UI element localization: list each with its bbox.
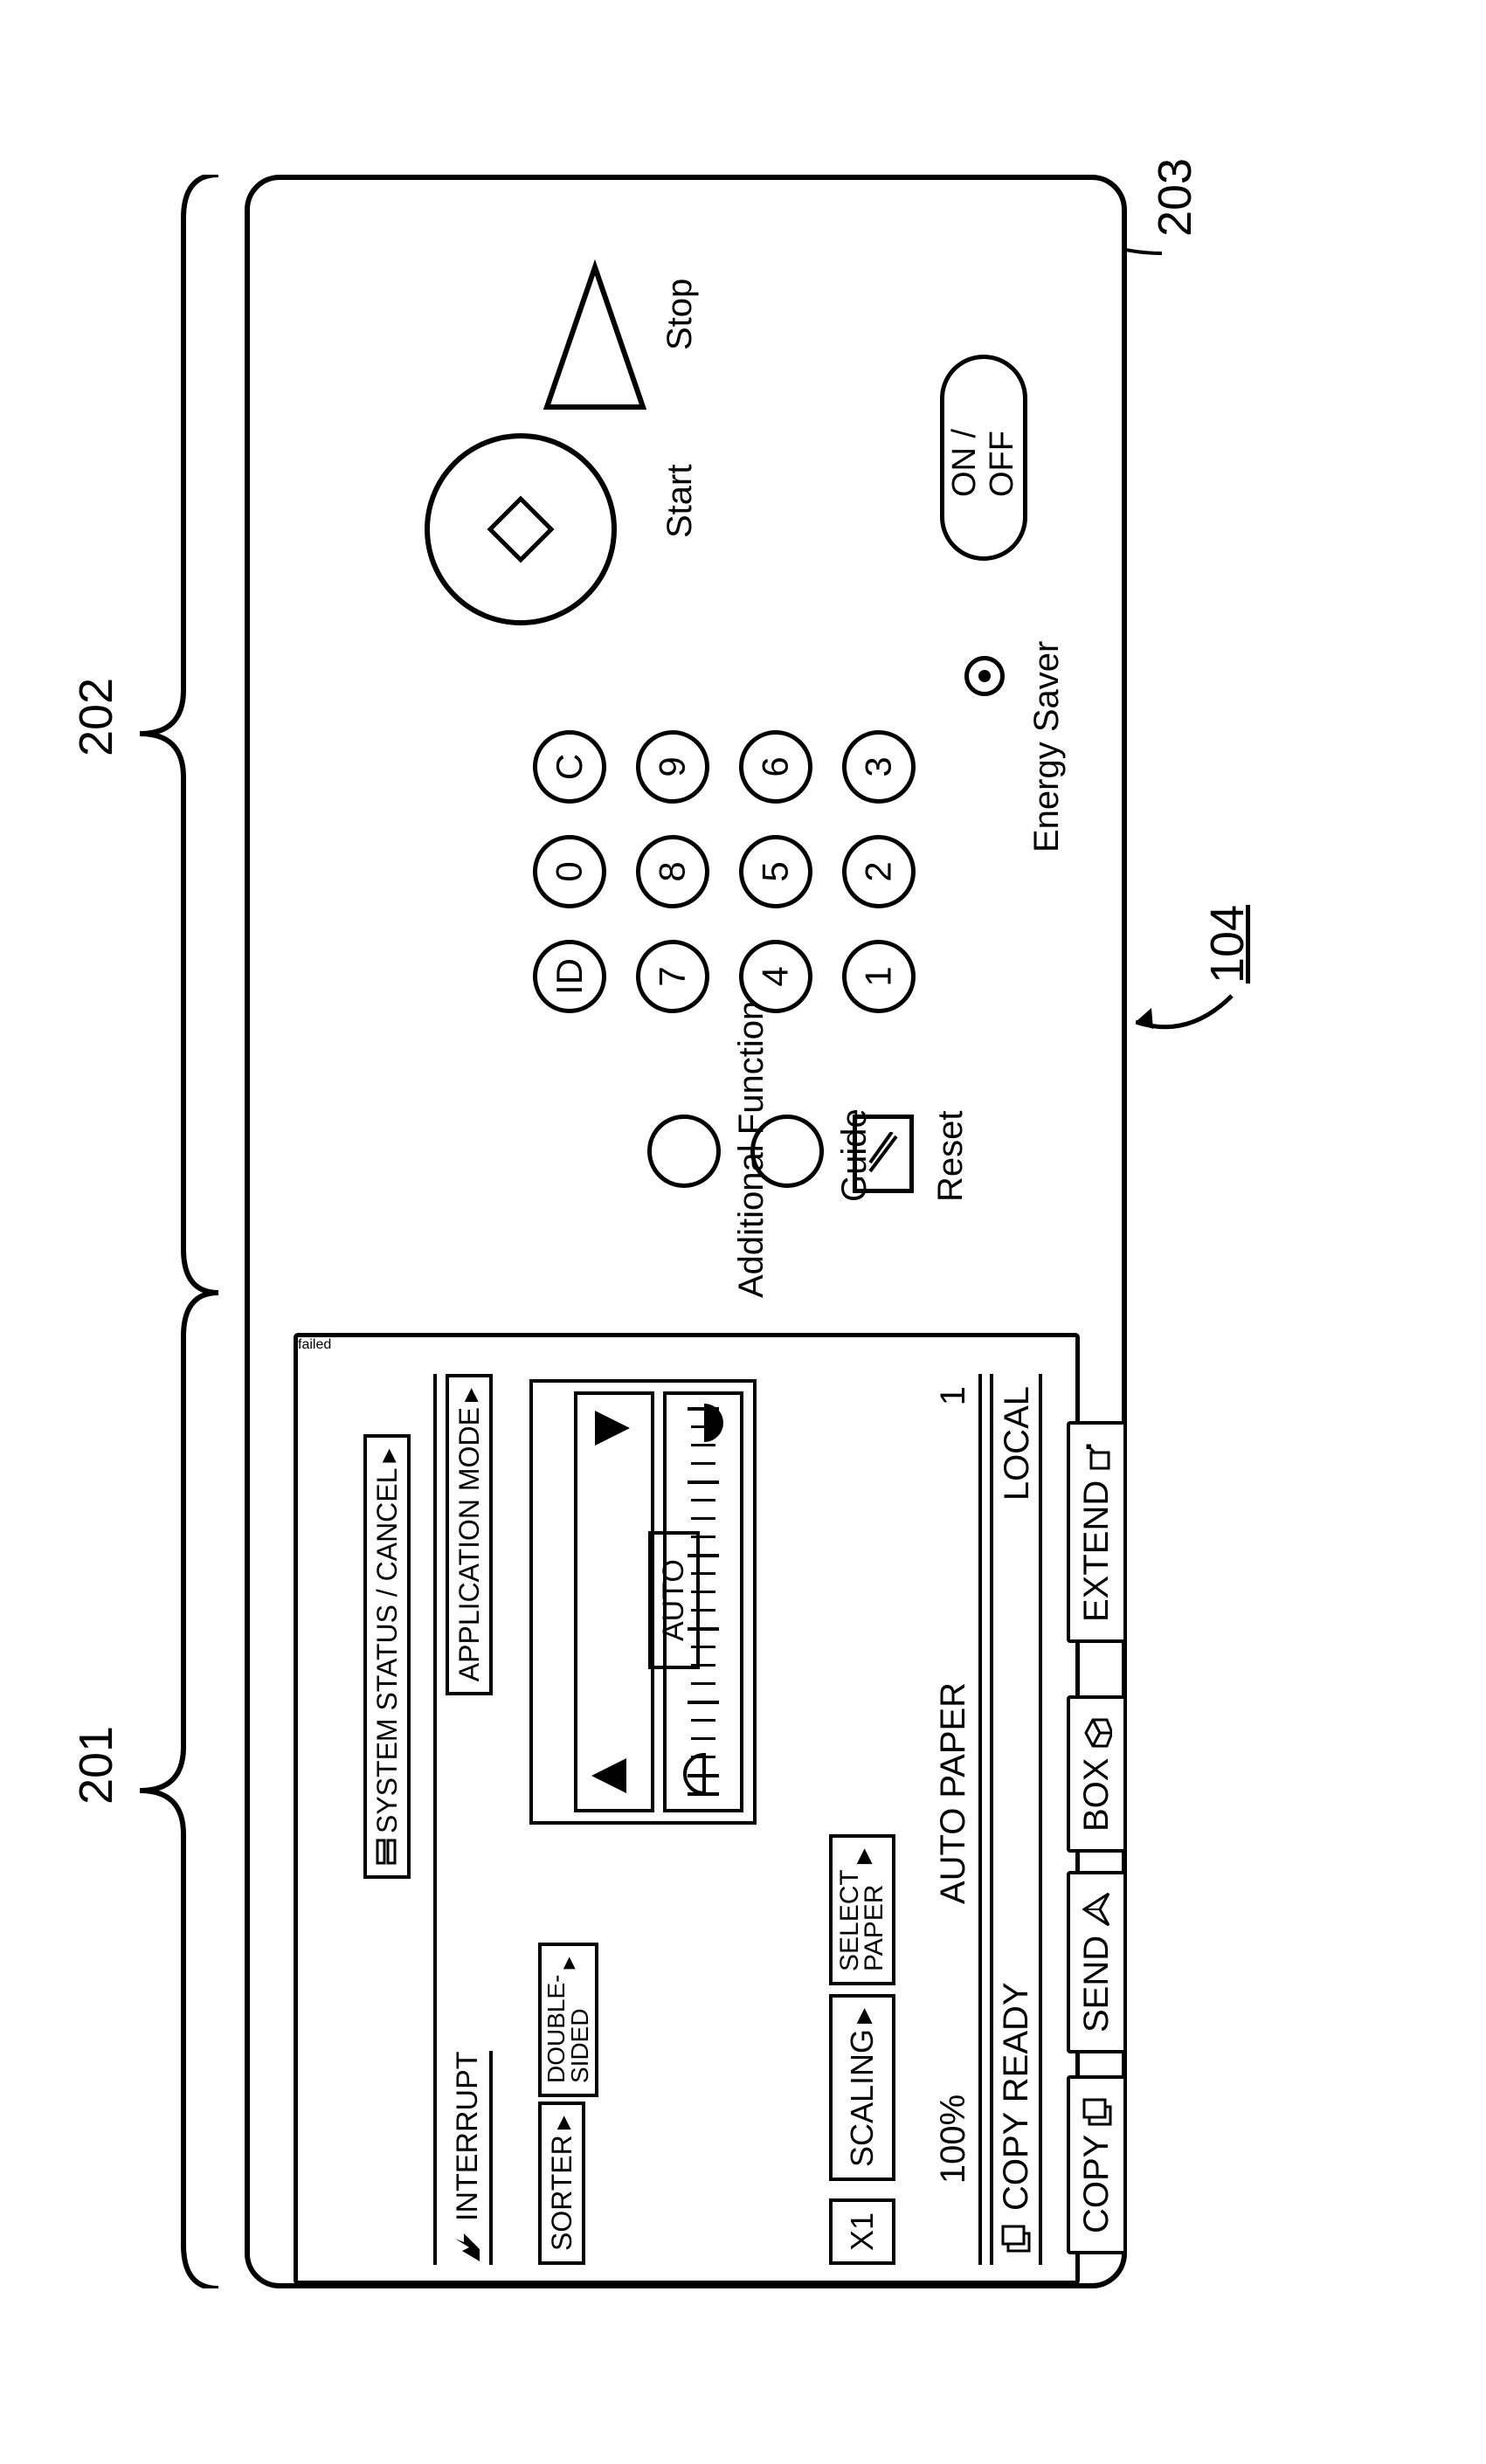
energy-saver-led	[964, 656, 1005, 696]
chevron-right-icon: ▸	[370, 1449, 404, 1463]
ref-203: 203	[1148, 158, 1202, 237]
system-status-button[interactable]: SYSTEM STATUS / CANCEL ▸	[363, 1435, 411, 1880]
onoff-button[interactable]: ON / OFF	[940, 355, 1027, 561]
key-c[interactable]: C	[533, 730, 606, 804]
key-5[interactable]: 5	[739, 835, 812, 908]
onoff-label: ON / OFF	[946, 418, 1021, 497]
chevron-right-icon: ▸	[847, 1848, 877, 1864]
local-label: LOCAL	[998, 1386, 1034, 1501]
tab-box[interactable]: BOX	[1067, 1695, 1127, 1853]
lcd-screen: COPY SEND BOX EXTEND	[294, 1333, 1080, 2285]
copy-icon	[1082, 2096, 1112, 2126]
density-down-icon[interactable]	[584, 1748, 640, 1804]
copy-ready-icon	[1001, 2223, 1031, 2253]
key-7[interactable]: 7	[636, 940, 709, 1013]
ref-104-arrow	[1136, 987, 1241, 1057]
tab-extend[interactable]: EXTEND	[1067, 1421, 1127, 1643]
addfn-label: Additional Function	[732, 1001, 771, 1298]
copy-ready-label: COPY READY	[997, 1982, 1036, 2211]
list-icon	[376, 1839, 398, 1865]
key-1[interactable]: 1	[842, 940, 916, 1013]
guide-label: Guide	[835, 1108, 874, 1202]
stop-button[interactable]	[538, 259, 652, 416]
reset-label: Reset	[931, 1111, 971, 1203]
paper-value: AUTO PAPER	[934, 1682, 974, 1904]
start-button[interactable]	[425, 433, 617, 625]
start-label: Start	[660, 465, 700, 538]
key-8[interactable]: 8	[636, 835, 709, 908]
send-icon	[1082, 1892, 1112, 1927]
double-sided-button[interactable]: DOUBLE- SIDED ▸	[538, 1943, 598, 2097]
scaling-button[interactable]: SCALING ▸	[829, 1994, 895, 2181]
start-icon	[486, 494, 556, 564]
chevron-right-icon: ▸	[545, 2115, 578, 2129]
chevron-right-icon: ▸	[453, 1388, 486, 1402]
energy-saver-label: Energy Saver	[1027, 641, 1067, 852]
key-id[interactable]: ID	[533, 940, 606, 1013]
chevron-right-icon: ▸	[844, 2008, 881, 2024]
key-2[interactable]: 2	[842, 835, 916, 908]
stop-label: Stop	[660, 279, 700, 350]
ref-104: 104	[1200, 905, 1254, 984]
density-dark-icon	[674, 1397, 735, 1458]
key-6[interactable]: 6	[739, 730, 812, 804]
interrupt-button[interactable]: INTERRUPT	[446, 2051, 493, 2265]
operation-panel: Energy Saver ON / OFF Reset Guide Additi…	[245, 175, 1127, 2288]
tab-copy[interactable]: COPY	[1067, 2075, 1127, 2254]
zoom-value: 100%	[934, 2026, 974, 2253]
box-icon	[1082, 1716, 1112, 1750]
extend-icon	[1082, 1442, 1112, 1472]
additional-function-button[interactable]	[647, 1115, 721, 1188]
key-3[interactable]: 3	[842, 730, 916, 804]
count-value: 1	[934, 1386, 974, 1561]
density-auto-button[interactable]: AUTO	[648, 1531, 700, 1669]
x1-button[interactable]: X1	[829, 2198, 895, 2265]
ref-201: 201	[69, 1726, 123, 1805]
key-0[interactable]: 0	[533, 835, 606, 908]
key-9[interactable]: 9	[636, 730, 709, 804]
sorter-button[interactable]: SORTER ▸	[538, 2102, 585, 2265]
ref-202: 202	[69, 678, 123, 756]
density-up-icon[interactable]	[584, 1400, 640, 1456]
chevron-right-icon: ▸	[556, 1957, 580, 1969]
select-paper-button[interactable]: SELECT PAPER ▸	[829, 1834, 895, 1985]
density-light-icon	[674, 1748, 735, 1809]
interrupt-icon	[452, 2230, 483, 2265]
key-4[interactable]: 4	[739, 940, 812, 1013]
tab-send[interactable]: SEND	[1067, 1871, 1127, 2053]
application-mode-button[interactable]: APPLICATION MODE ▸	[446, 1374, 493, 1695]
